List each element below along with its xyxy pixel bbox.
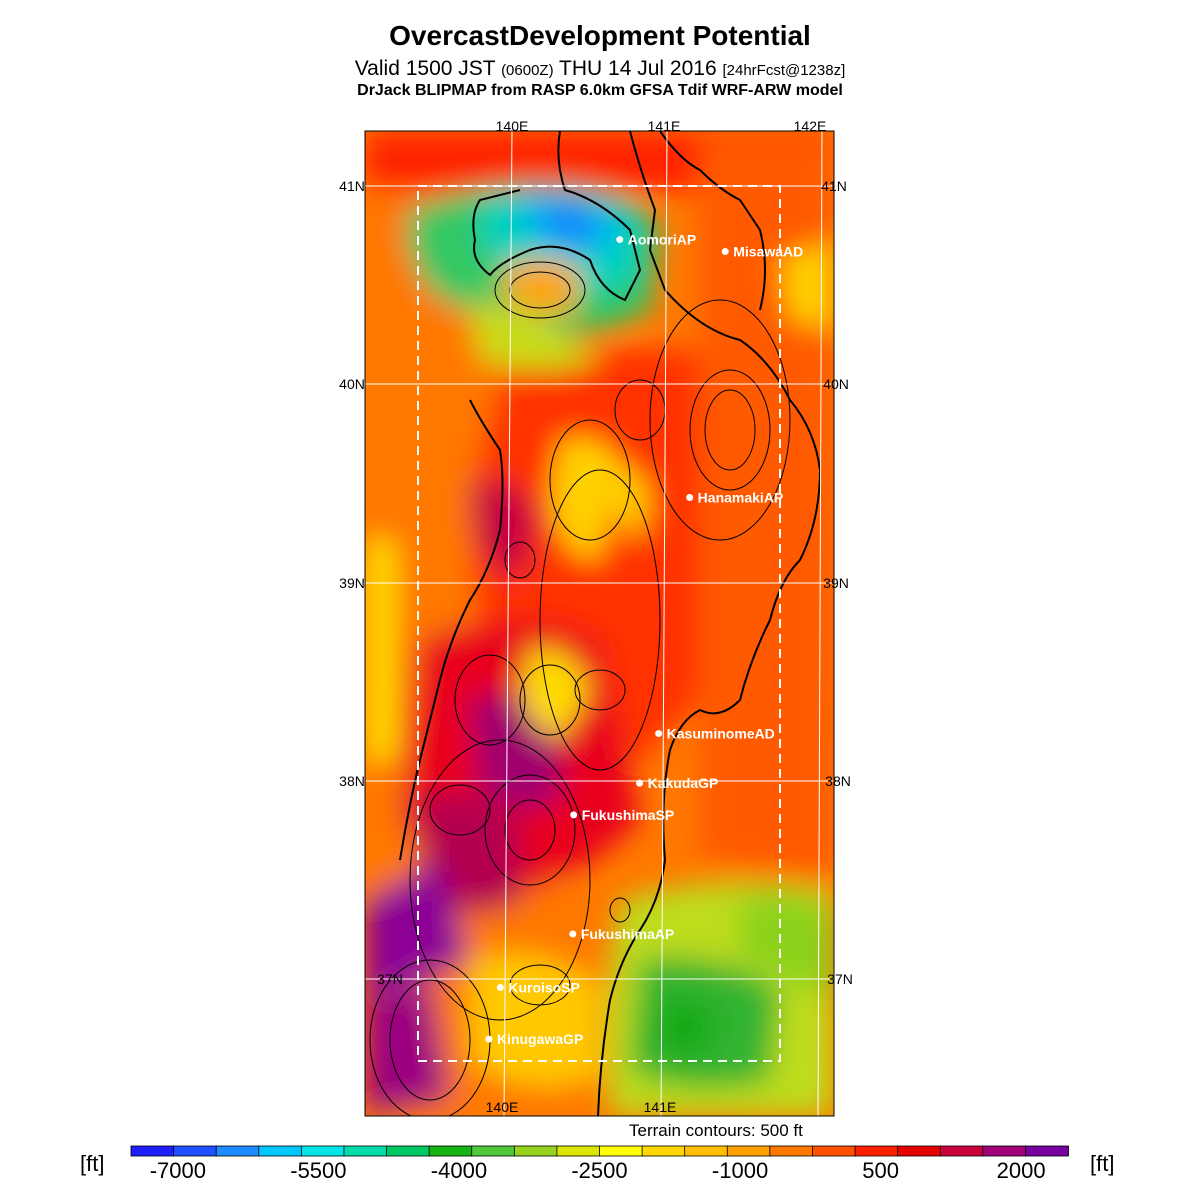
colorbar-swatch (1025, 1145, 1069, 1157)
station-dot (496, 984, 504, 992)
station-dot (636, 779, 644, 787)
colorbar-swatch (215, 1145, 260, 1157)
colorbar-tick-label: -2500 (571, 1158, 628, 1183)
lon-label-141-bottom: 141E (644, 1099, 677, 1115)
colorbar-swatch (173, 1145, 218, 1157)
lat-label-37-left: 37N (377, 971, 403, 987)
station-dot (569, 930, 577, 938)
colorbar-swatch (130, 1145, 175, 1157)
lat-label-39-right: 39N (823, 575, 849, 591)
colorbar-swatch (386, 1145, 431, 1157)
valid-prefix: Valid 1500 JST (354, 57, 502, 80)
valid-date: THU 14 Jul 2016 (553, 57, 723, 80)
station-markers: AomoriAP MisawaAD HanamakiAP KasuminomeAD Ka… (485, 232, 803, 1047)
colorbar-unit-left: [ft] (80, 1151, 105, 1176)
terrain-contours (369, 131, 822, 1116)
lat-label-37-right: 37N (827, 971, 853, 987)
station-label: HanamakiAP (698, 489, 784, 505)
map-frame (364, 130, 835, 1117)
forecast-info: [24hrFcst@1238z] (722, 62, 846, 79)
colorbar-swatch (812, 1145, 856, 1157)
lat-label-39-left: 39N (339, 575, 365, 591)
colorbar-tick-label: -7000 (149, 1158, 206, 1183)
colorbar-swatch (726, 1145, 771, 1157)
station-label: FukushimaAP (581, 926, 674, 942)
lon-label-142-top: 142E (794, 118, 827, 134)
valid-time-line: Valid 1500 JST (0600Z) THU 14 Jul 2016 [… (0, 57, 1200, 81)
overcast-potential-field (365, 131, 834, 1116)
station-label: KakudaGP (648, 775, 719, 791)
colorbar-swatch (939, 1145, 984, 1157)
model-description: DrJack BLIPMAP from RASP 6.0km GFSA Tdif… (357, 82, 843, 99)
colorbar-tick-label: -4000 (430, 1158, 488, 1183)
colorbar-tick-labels: -7000 -5500 -4000 -2500 -1000 500 2000 (0, 1158, 1200, 1188)
station-label: AomoriAP (628, 232, 696, 248)
colorbar-tick-label: 500 (862, 1158, 899, 1183)
colorbar (130, 1145, 1069, 1157)
lat-label-41-left: 41N (339, 178, 365, 194)
colorbar-swatch (854, 1145, 899, 1157)
station-dot (686, 493, 694, 501)
lat-label-41-right: 41N (821, 178, 847, 194)
colorbar-swatch (684, 1145, 729, 1157)
station-dot (570, 811, 578, 819)
lat-label-40-left: 40N (339, 376, 365, 392)
station-dot (655, 730, 663, 738)
station-label: KuroisoSP (508, 980, 580, 996)
lon-label-140-bottom: 140E (486, 1099, 519, 1115)
colorbar-unit-right: [ft] (1090, 1151, 1115, 1176)
colorbar-swatch (258, 1145, 303, 1157)
colorbar-swatch (769, 1145, 814, 1157)
colorbar-swatch (471, 1145, 516, 1157)
lon-label-141-top: 141E (648, 118, 681, 134)
colorbar-swatch (513, 1145, 558, 1157)
terrain-note: Terrain contours: 500 ft (629, 1121, 803, 1140)
colorbar-tick-label: 2000 (996, 1158, 1046, 1183)
utc-time: (0600Z) (501, 62, 554, 79)
station-dot (485, 1035, 493, 1043)
colorbar-swatch (428, 1145, 473, 1157)
map-title: OvercastDevelopment Potential (389, 20, 811, 51)
station-label: FukushimaSP (582, 807, 675, 823)
lon-label-140-top: 140E (496, 118, 529, 134)
colorbar-swatch (300, 1145, 345, 1157)
colorbar-swatch (982, 1145, 1027, 1157)
lat-label-38-right: 38N (825, 773, 851, 789)
colorbar-swatch (599, 1145, 643, 1157)
lat-label-40-right: 40N (823, 376, 849, 392)
lat-label-38-left: 38N (339, 773, 365, 789)
colorbar-tick-label: -1000 (711, 1158, 769, 1183)
station-label: KinugawaGP (497, 1031, 583, 1047)
station-label: KasuminomeAD (667, 726, 775, 742)
colorbar-tick-label: -5500 (290, 1158, 347, 1183)
station-label: MisawaAD (733, 243, 803, 259)
colorbar-swatch (343, 1145, 388, 1157)
station-dot (721, 247, 729, 255)
colorbar-swatch (556, 1145, 601, 1157)
inner-domain-box (417, 185, 781, 1062)
station-dot (616, 236, 624, 244)
colorbar-swatch (897, 1145, 942, 1157)
colorbar-swatch (641, 1145, 686, 1157)
